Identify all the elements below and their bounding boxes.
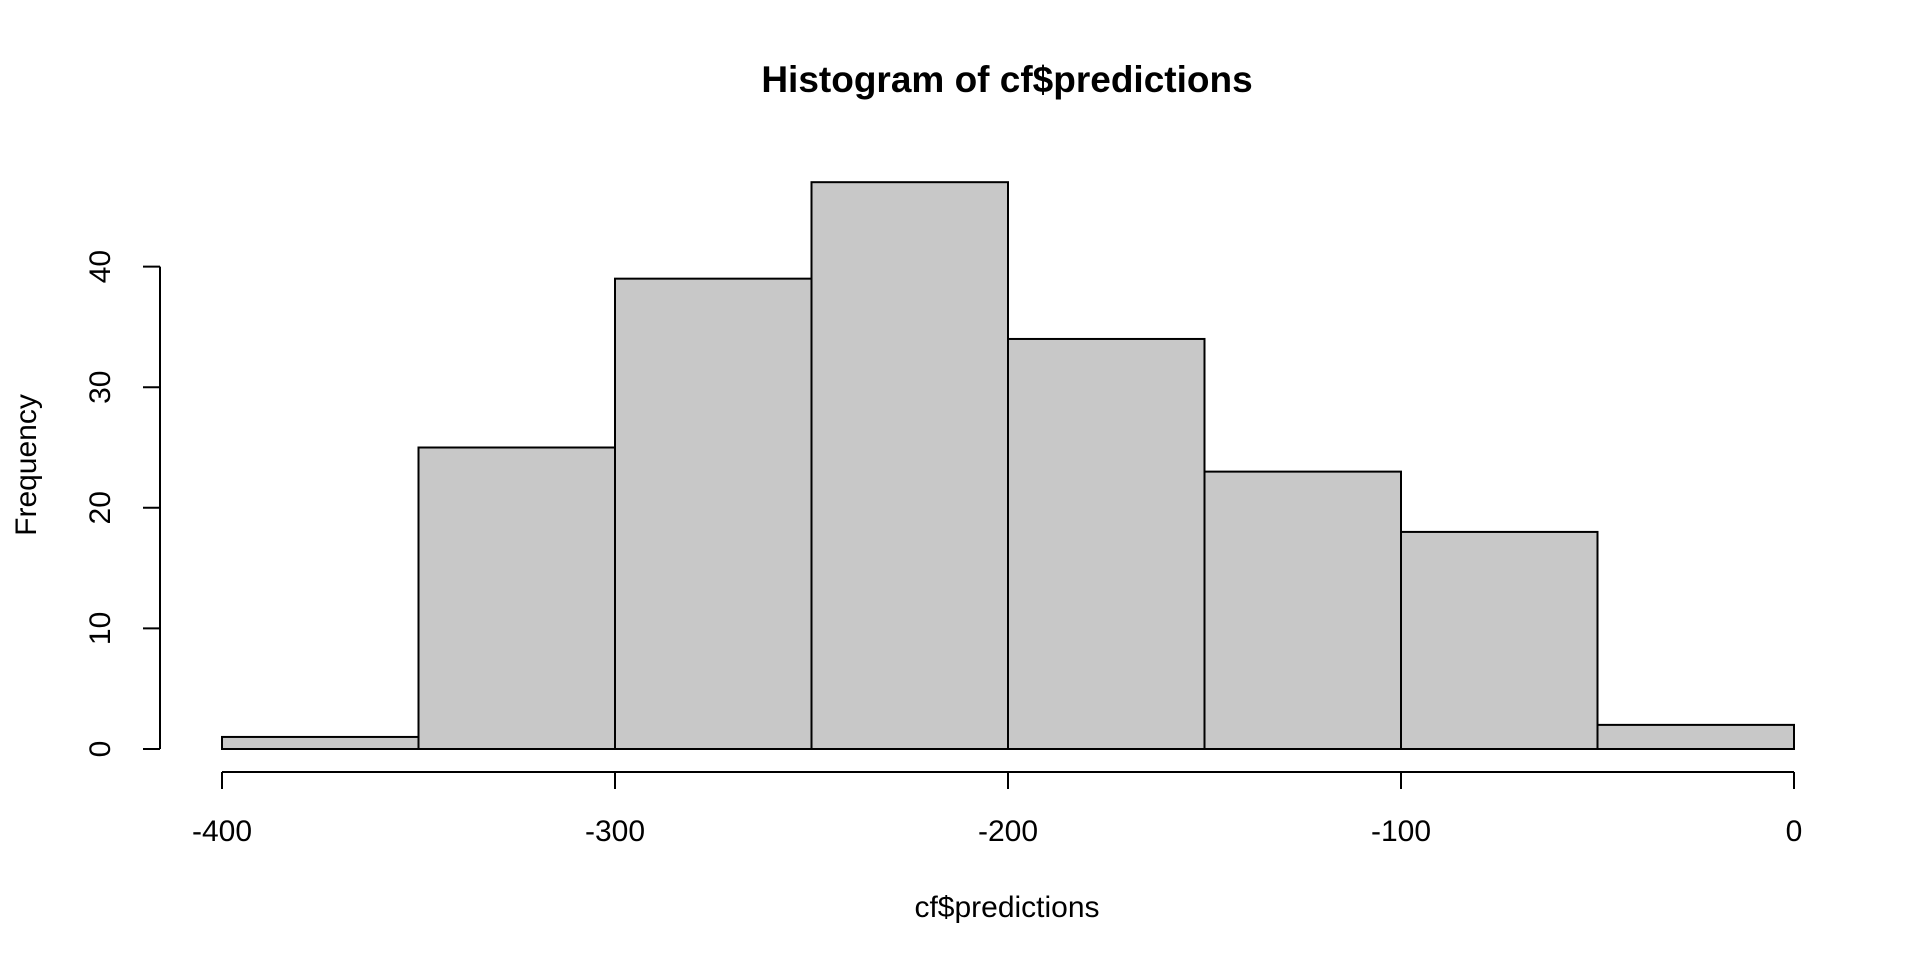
x-tick-label: 0 bbox=[1786, 815, 1803, 848]
x-tick-label: -200 bbox=[978, 815, 1038, 848]
bars-group bbox=[221, 181, 1795, 751]
y-axis: 0 10 20 30 40 bbox=[84, 250, 161, 758]
y-axis-label: Frequency bbox=[10, 394, 43, 536]
histogram-bar-8 bbox=[1596, 723, 1795, 751]
histogram-bar-6 bbox=[1203, 470, 1402, 750]
x-axis-label: cf$predictions bbox=[914, 891, 1099, 924]
histogram-bar-4 bbox=[810, 181, 1009, 750]
y-tick-label: 10 bbox=[84, 612, 117, 645]
histogram-bar-2 bbox=[417, 446, 616, 750]
chart-title: Histogram of cf$predictions bbox=[761, 59, 1252, 100]
histogram-bar-5 bbox=[1007, 337, 1206, 750]
histogram-bar-7 bbox=[1400, 530, 1599, 750]
x-tick-label: -100 bbox=[1371, 815, 1431, 848]
x-tick-label: -300 bbox=[585, 815, 645, 848]
histogram-bar-3 bbox=[614, 277, 813, 750]
x-tick-label: -400 bbox=[192, 815, 252, 848]
y-tick-label: 30 bbox=[84, 371, 117, 404]
y-tick-label: 0 bbox=[84, 741, 117, 758]
y-tick-label: 20 bbox=[84, 491, 117, 524]
y-tick-label: 40 bbox=[84, 250, 117, 283]
histogram-bar-1 bbox=[221, 735, 420, 751]
x-axis: -400 -300 -200 -100 0 bbox=[192, 771, 1803, 848]
